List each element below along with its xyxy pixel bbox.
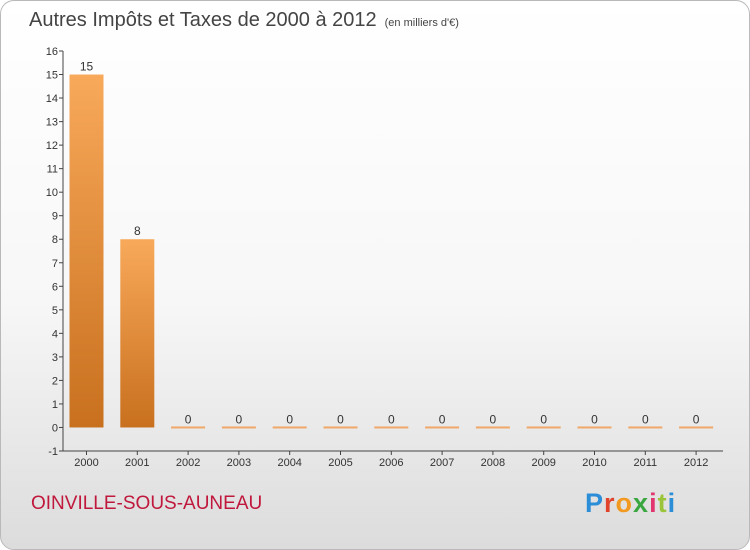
logo-letter: i [649, 488, 658, 518]
y-tick-label: 0 [52, 422, 58, 434]
bar [425, 426, 460, 429]
proxiti-logo: Proxiti [585, 488, 676, 519]
chart-title: Autres Impôts et Taxes de 2000 à 2012 (en… [29, 9, 459, 32]
x-tick-label: 2009 [531, 457, 555, 469]
y-tick-label: 3 [52, 352, 58, 364]
bar [171, 426, 206, 429]
data-label: 0 [439, 412, 446, 426]
x-tick-label: 2012 [684, 457, 708, 469]
bar [526, 426, 561, 429]
data-label: 0 [337, 412, 344, 426]
bar [628, 426, 663, 429]
bar [374, 426, 409, 429]
data-label: 0 [490, 412, 497, 426]
data-label: 15 [80, 60, 94, 74]
y-tick-label: 7 [52, 258, 58, 270]
data-label: 0 [286, 412, 293, 426]
logo-letter: t [657, 488, 668, 518]
y-tick-label: 13 [46, 117, 58, 129]
bar [323, 426, 358, 429]
x-tick-label: 2011 [633, 457, 657, 469]
bar [69, 74, 104, 428]
data-label: 0 [642, 412, 649, 426]
x-tick-label: 2007 [430, 457, 454, 469]
y-tick-label: 4 [52, 328, 58, 340]
x-tick-label: 2002 [176, 457, 200, 469]
x-tick-label: 2008 [481, 457, 505, 469]
y-tick-label: 11 [47, 164, 58, 176]
x-tick-label: 2001 [125, 457, 149, 469]
x-tick-label: 2010 [582, 457, 606, 469]
data-label: 0 [540, 412, 547, 426]
bar [120, 239, 155, 428]
logo-letter: x [633, 488, 650, 518]
y-tick-label: 16 [46, 46, 58, 58]
logo-letter: o [615, 488, 634, 518]
data-label: 0 [388, 412, 395, 426]
x-tick-label: 2005 [328, 457, 352, 469]
y-tick-label: -1 [48, 446, 58, 458]
x-tick-label: 2006 [379, 457, 403, 469]
data-label: 8 [134, 224, 141, 238]
y-tick-label: 14 [46, 93, 58, 105]
bar [221, 426, 256, 429]
y-tick-label: 9 [52, 211, 58, 223]
y-tick-label: 6 [52, 281, 58, 293]
chart-title-text: Autres Impôts et Taxes de 2000 à 2012 [29, 9, 377, 31]
y-tick-label: 10 [46, 187, 58, 199]
x-tick-label: 2000 [74, 457, 98, 469]
bar [272, 426, 307, 429]
data-label: 0 [236, 412, 243, 426]
data-label: 0 [185, 412, 192, 426]
commune-name: OINVILLE-SOUS-AUNEAU [31, 493, 263, 514]
y-tick-label: 5 [52, 305, 58, 317]
data-label: 0 [693, 412, 700, 426]
y-tick-label: 12 [46, 140, 58, 152]
y-tick-label: 2 [52, 375, 58, 387]
y-tick-label: 8 [52, 234, 58, 246]
y-tick-label: 1 [52, 399, 58, 411]
x-tick-label: 2004 [277, 457, 301, 469]
logo-letter: r [604, 488, 616, 518]
chart-subtitle: (en milliers d'€) [384, 17, 459, 29]
x-tick-label: 2003 [227, 457, 251, 469]
bar [577, 426, 612, 429]
data-label: 0 [591, 412, 598, 426]
y-tick-label: 15 [46, 70, 58, 82]
logo-letter: P [585, 488, 605, 518]
logo-letter: i [667, 488, 677, 518]
bar [679, 426, 714, 429]
bar [475, 426, 510, 429]
